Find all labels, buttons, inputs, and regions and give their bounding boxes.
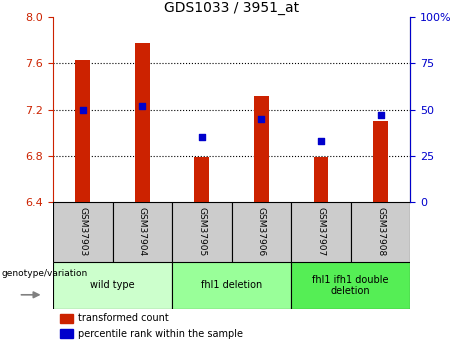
- Bar: [60, 329, 73, 338]
- Text: GSM37904: GSM37904: [138, 207, 147, 257]
- Bar: [291, 262, 410, 309]
- Bar: [313, 157, 328, 202]
- Bar: [373, 121, 388, 202]
- Bar: [53, 202, 112, 262]
- Point: [317, 138, 325, 144]
- Bar: [254, 96, 269, 202]
- Bar: [75, 60, 90, 202]
- Text: fhl1 ifh1 double
deletion: fhl1 ifh1 double deletion: [313, 275, 389, 296]
- Bar: [172, 202, 232, 262]
- Bar: [172, 262, 291, 309]
- Bar: [195, 157, 209, 202]
- Bar: [351, 202, 410, 262]
- Title: GDS1033 / 3951_at: GDS1033 / 3951_at: [164, 1, 299, 15]
- Bar: [232, 202, 291, 262]
- Text: GSM37903: GSM37903: [78, 207, 87, 257]
- Text: GSM37906: GSM37906: [257, 207, 266, 257]
- Text: GSM37905: GSM37905: [197, 207, 207, 257]
- Bar: [112, 202, 172, 262]
- Point: [258, 116, 265, 121]
- Point: [377, 112, 384, 118]
- Text: GSM37907: GSM37907: [316, 207, 325, 257]
- Point: [139, 103, 146, 109]
- Text: genotype/variation: genotype/variation: [1, 269, 87, 278]
- Point: [79, 107, 87, 112]
- Text: GSM37908: GSM37908: [376, 207, 385, 257]
- Point: [198, 135, 206, 140]
- Text: wild type: wild type: [90, 280, 135, 290]
- Bar: [60, 314, 73, 323]
- Bar: [135, 43, 150, 202]
- Text: fhl1 deletion: fhl1 deletion: [201, 280, 262, 290]
- Text: transformed count: transformed count: [78, 314, 169, 323]
- Text: percentile rank within the sample: percentile rank within the sample: [78, 329, 243, 339]
- Bar: [291, 202, 351, 262]
- Bar: [53, 262, 172, 309]
